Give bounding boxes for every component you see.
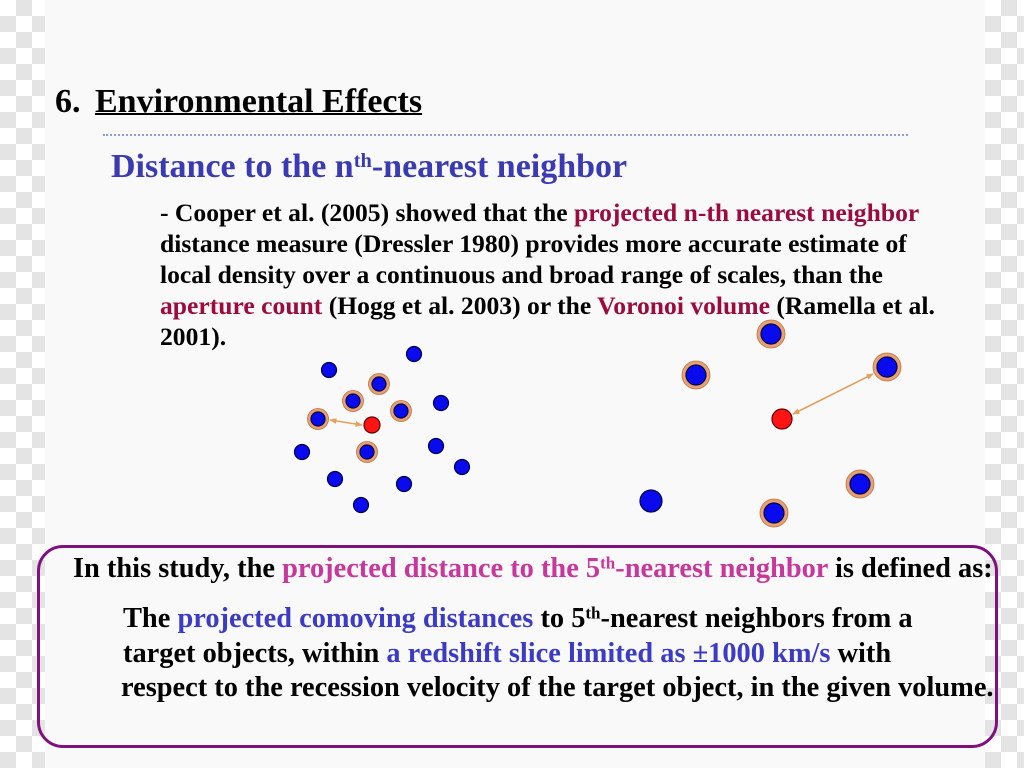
galaxy-dot [310,411,326,427]
subheading-superscript: th [353,149,372,172]
galaxy-dot [763,502,785,524]
body-line: aperture count (Hogg et al. 2003) or the… [160,290,935,321]
body-line: local density over a continuous and broa… [160,259,935,290]
nearest-neighbor-galaxy [307,408,329,430]
sparse-region-cluster [639,319,902,528]
definition-intro-text-after: is defined as: [827,553,993,584]
definition-line: respect to the recession velocity of the… [121,671,994,706]
definition-box: In this study, the projected distance to… [37,545,998,748]
galaxy-dot [395,475,413,493]
definition-highlight: a redshift slice limited as ±1000 km/s [386,637,831,669]
section-title: Environmental Effects [95,83,423,120]
nearest-neighbor-galaxy [845,469,875,499]
transparency-background-right [985,0,1024,768]
galaxy-dot [371,376,387,392]
galaxy-dot [320,361,338,379]
nearest-neighbor-galaxy [759,498,789,528]
target-galaxy [771,408,793,430]
definition-intro: In this study, the projected distance to… [73,552,993,586]
section-number: 6. [55,83,81,120]
galaxy-dot [326,470,344,488]
definition-intro-highlight: projected distance to the 5 [282,553,601,584]
body-highlight: aperture count [160,291,323,320]
galaxy-dot [405,345,423,363]
definition-text: The projected comoving distances to 5th-… [121,602,994,706]
definition-text-segment: respect to the recession velocity of the… [121,672,994,703]
subheading-text-after: -nearest neighbor [371,148,628,185]
subheading: Distance to the nth-nearest neighbor [111,147,627,187]
definition-highlight: projected comoving distances [177,603,534,634]
galaxy-dot [427,437,445,455]
body-line: - Cooper et al. (2005) showed that the p… [160,197,935,228]
galaxy-dot [760,323,782,345]
definition-text-segment: to 5 [533,603,586,634]
body-paragraph: - Cooper et al. (2005) showed that the p… [160,197,935,352]
dotted-divider [103,134,908,136]
definition-line: target objects, within a redshift slice … [123,637,994,672]
body-text: (Hogg et al. 2003) or the [322,291,598,320]
target-galaxy [363,416,381,434]
galaxy-dot [359,444,375,460]
nearest-neighbor-galaxy [368,373,390,395]
definition-superscript: th [585,603,601,623]
nearest-neighbor-galaxy [342,390,364,412]
body-text: (Ramella et al. [769,291,935,320]
body-line: distance measure (Dressler 1980) provide… [160,228,935,259]
galaxy-dot [393,403,409,419]
galaxy-dot [293,443,311,461]
body-text: - Cooper et al. (2005) showed that the [160,198,574,227]
nearest-neighbor-galaxy [681,360,711,390]
definition-intro-text: In this study, the [73,553,283,584]
transparency-background-left [0,0,45,768]
galaxy-dot [849,473,871,495]
galaxy-dot [432,394,450,412]
galaxy-dot [876,356,898,378]
nearest-neighbor-distance-arrow [792,373,874,415]
nearest-neighbor-galaxy [390,400,412,422]
galaxy-dot [639,489,663,513]
body-text: 2001). [160,322,227,351]
definition-text-segment: target objects, within [123,637,387,669]
subheading-text: Distance to the n [111,148,354,185]
definition-text-segment: The [123,603,178,634]
definition-text-segment: -nearest neighbors from a [600,603,913,634]
body-line: 2001). [160,321,935,352]
nearest-neighbor-galaxy [872,352,902,382]
definition-intro-highlight-after: -nearest neighbor [615,553,828,584]
definition-text-segment: with [830,637,892,669]
body-text: distance measure (Dressler 1980) provide… [160,229,907,258]
galaxy-dot [345,393,361,409]
nearest-neighbor-galaxy [756,319,786,349]
galaxy-dot [685,364,707,386]
definition-intro-superscript: th [600,553,616,573]
dense-region-cluster [293,345,471,514]
galaxy-dot [453,458,471,476]
body-highlight: Voronoi volume [597,291,770,320]
body-text: local density over a continuous and broa… [160,260,883,289]
nearest-neighbor-galaxy [356,441,378,463]
nearest-neighbor-distance-arrow [329,418,363,427]
galaxy-dot [352,496,370,514]
body-highlight: projected n-th nearest neighbor [573,198,920,227]
definition-line: The projected comoving distances to 5th-… [123,602,994,637]
